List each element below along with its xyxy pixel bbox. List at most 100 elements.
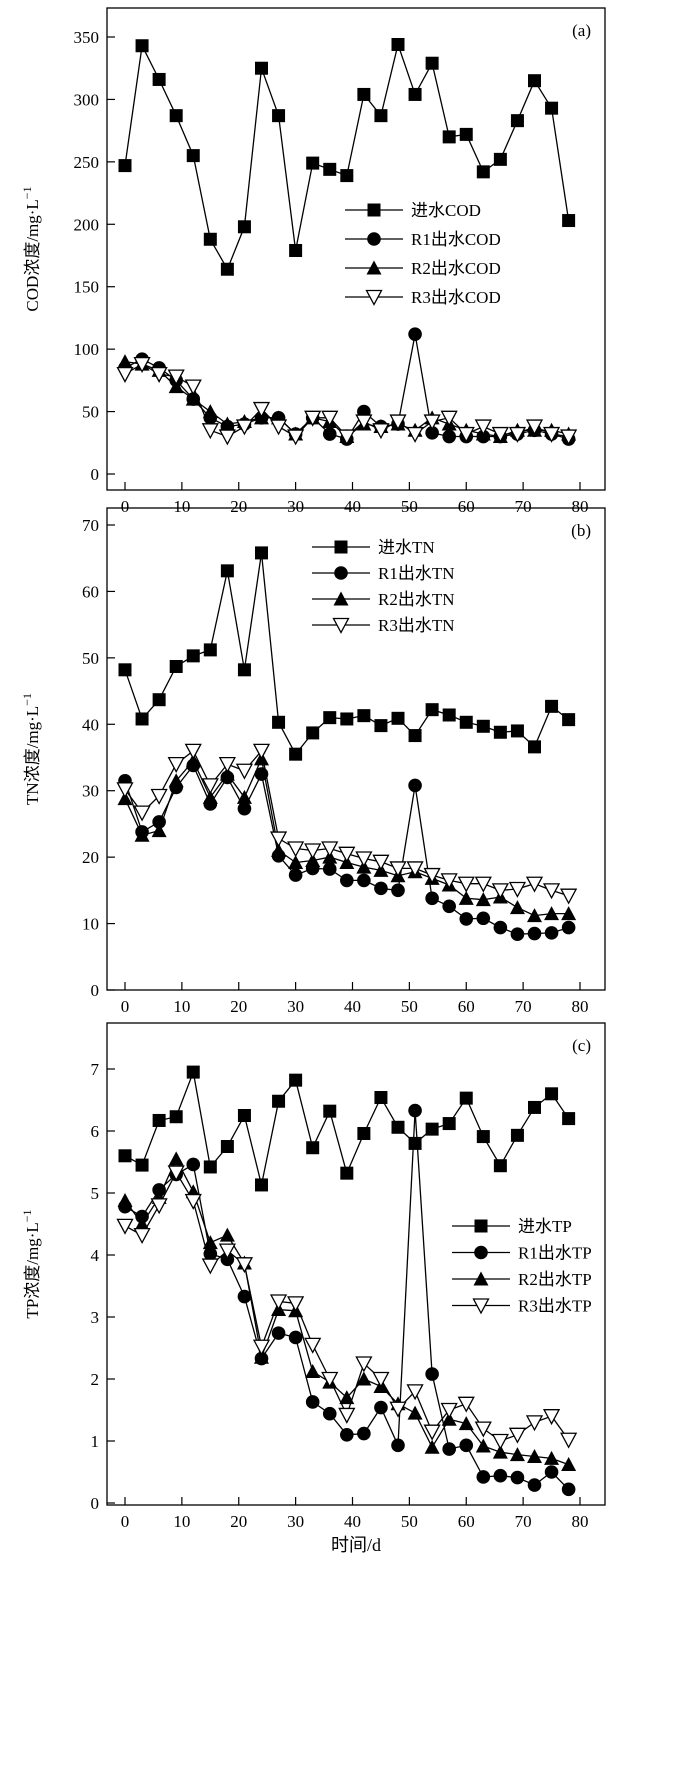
data-point (527, 1478, 542, 1492)
data-point (408, 327, 422, 341)
data-point (562, 214, 576, 228)
x-tick-label: 70 (515, 497, 532, 516)
data-point (168, 773, 184, 788)
y-tick-label: 0 (91, 1494, 100, 1513)
data-point (185, 753, 201, 768)
data-point (374, 881, 388, 896)
data-point (423, 867, 441, 884)
data-point (118, 663, 132, 677)
x-tick-label: 60 (458, 1512, 475, 1531)
data-point (272, 1094, 286, 1108)
panel-label: (a) (572, 21, 591, 40)
x-tick-label: 40 (344, 1512, 361, 1531)
y-tick-label: 150 (74, 278, 100, 297)
legend-marker (334, 566, 348, 580)
data-point (289, 747, 303, 761)
y-tick-label: 2 (91, 1370, 100, 1389)
data-point (185, 391, 201, 406)
data-point (425, 891, 439, 906)
x-tick-label: 60 (458, 997, 475, 1016)
data-point (545, 699, 559, 713)
data-point (339, 1390, 355, 1405)
data-point (459, 1091, 473, 1105)
data-point (152, 693, 166, 707)
legend-label: R2出水TP (518, 1270, 592, 1289)
y-tick-label: 250 (74, 153, 100, 172)
data-point (491, 426, 509, 443)
legend-label: R1出水TN (378, 564, 455, 583)
legend-marker (332, 617, 350, 634)
data-point (508, 1427, 527, 1444)
data-point (544, 1450, 560, 1465)
data-point (374, 1091, 388, 1105)
x-tick-label: 70 (515, 1512, 532, 1531)
data-point (542, 1409, 561, 1426)
x-tick-label: 80 (572, 997, 589, 1016)
data-point (459, 127, 473, 141)
y-tick-label: 5 (91, 1184, 100, 1203)
data-point (220, 564, 234, 578)
data-point (252, 401, 271, 418)
data-point (255, 546, 268, 560)
data-point (527, 908, 542, 923)
panel-c: 0 10 20 30 40 50 60 70 80 0 1 2 3 4 5 6 7 TP浓度/mg·L−1 时间/d… (20, 1022, 606, 1555)
data-point (167, 756, 185, 774)
data-point (493, 725, 507, 739)
y-tick-label: 20 (82, 848, 99, 867)
data-point (289, 244, 303, 258)
y-tick-label: 6 (91, 1122, 100, 1141)
data-point (255, 61, 268, 75)
data-point (545, 101, 559, 115)
data-point (269, 419, 288, 436)
data-point (304, 843, 322, 860)
data-point (304, 1337, 322, 1354)
data-point (355, 414, 373, 431)
legend-label: 进水TP (518, 1217, 572, 1236)
data-point (340, 1166, 354, 1180)
data-point (408, 1103, 422, 1118)
data-point (186, 1065, 200, 1079)
data-point (288, 854, 304, 869)
legend-label: R3出水TP (518, 1297, 592, 1316)
data-point (442, 708, 456, 722)
panel-a: 0 10 20 30 40 50 60 70 80 0 50 100 150 200 250 300 350 CO… (20, 7, 606, 516)
data-point (201, 778, 219, 795)
data-point (374, 719, 388, 733)
data-point (493, 920, 508, 935)
data-point (493, 152, 507, 166)
data-point (186, 649, 200, 663)
data-point (289, 1073, 303, 1087)
y-axis-label-exponent: −1 (20, 693, 34, 706)
x-tick-label: 10 (173, 997, 190, 1016)
legend-label: 进水TN (378, 538, 435, 557)
data-point (269, 831, 288, 848)
x-tick-label: 60 (458, 497, 475, 516)
data-point (306, 726, 320, 740)
data-point (425, 703, 439, 717)
data-point (425, 1367, 439, 1381)
data-point (528, 740, 541, 754)
data-point (168, 379, 184, 394)
data-point (169, 659, 183, 673)
data-point (355, 851, 373, 868)
data-point (117, 1192, 133, 1207)
data-point (528, 1100, 541, 1114)
data-point (255, 1178, 268, 1192)
data-point (457, 426, 475, 443)
plot-frame (106, 1022, 606, 1506)
x-tick-label: 20 (230, 997, 247, 1016)
legend-label: R1出水COD (411, 230, 501, 249)
data-point (169, 1110, 183, 1124)
data-point (442, 130, 456, 144)
data-point (474, 419, 492, 436)
data-point (459, 715, 473, 729)
data-point (133, 356, 151, 374)
data-point (562, 713, 576, 727)
data-point (202, 1235, 218, 1250)
legend: 进水TP R1出水TP R2出水TP R3出水TP (452, 1217, 592, 1316)
data-point (322, 427, 337, 441)
legend-label: 进水COD (411, 201, 481, 220)
data-point (219, 1227, 235, 1242)
data-point (135, 39, 149, 53)
